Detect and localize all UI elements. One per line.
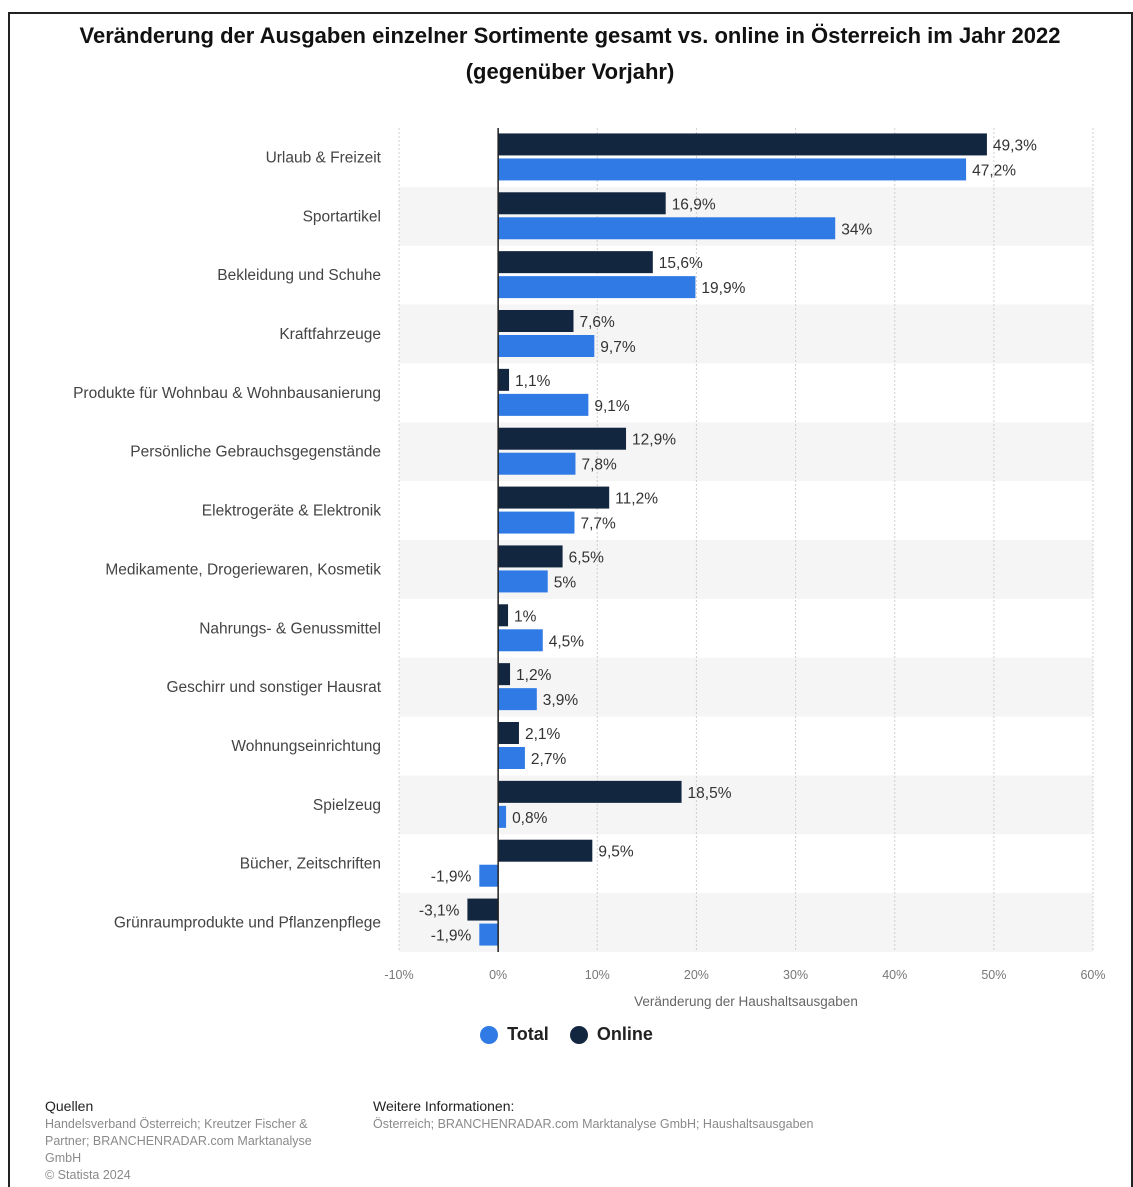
data-label-online: 12,9%: [632, 432, 676, 449]
x-tick-label: 10%: [585, 968, 610, 982]
bar-total: [498, 217, 836, 240]
bar-total: [498, 688, 537, 711]
bar-total: [479, 864, 499, 887]
copyright-line: © Statista 2024: [45, 1168, 131, 1182]
bar-online: [467, 898, 499, 921]
chart-title: Veränderung der Ausgaben einzelner Sorti…: [79, 23, 1061, 84]
data-label-total: -1,9%: [431, 928, 472, 945]
category-label: Persönliche Gebrauchsgegenstände: [130, 444, 381, 461]
legend-marker-online: [569, 1025, 588, 1044]
data-label-online: 15,6%: [659, 255, 703, 272]
bar-online: [498, 368, 510, 391]
category-label: Bücher, Zeitschriften: [240, 856, 381, 873]
data-label-total: 7,7%: [580, 516, 616, 533]
x-axis-title: Veränderung der Haushaltsausgaben: [634, 994, 858, 1009]
bar-total: [498, 276, 696, 299]
bar-total: [498, 747, 525, 769]
bar-total: [479, 923, 499, 946]
bar-online: [498, 780, 682, 803]
data-label-online: 1,2%: [516, 667, 552, 684]
data-label-total: 9,7%: [600, 339, 636, 356]
bar-online: [498, 663, 511, 686]
bar-online: [498, 251, 653, 274]
category-label: Medikamente, Drogeriewaren, Kosmetik: [105, 561, 381, 578]
row-band: [399, 893, 1093, 952]
bar-chart: -10% 0% 10% 20% 30% 40% 50% 60% Veränderung der …: [73, 128, 1106, 1009]
data-label-online: 16,9%: [672, 196, 716, 213]
bar-total: [498, 570, 548, 593]
data-label-total: 47,2%: [972, 162, 1016, 179]
data-label-total: 5%: [554, 574, 577, 591]
legend-label-total: Total: [507, 1024, 549, 1044]
sources-line: Partner; BRANCHENRADAR.com Marktanalyse: [45, 1134, 312, 1148]
data-label-online: -3,1%: [419, 903, 460, 920]
legend-label-online: Online: [596, 1024, 653, 1044]
category-label: Elektrogeräte & Elektronik: [202, 503, 381, 520]
bar-online: [498, 722, 519, 744]
category-label: Nahrungs- & Genussmittel: [199, 620, 381, 637]
info-text: Österreich; BRANCHENRADAR.com Marktanaly…: [373, 1117, 814, 1131]
data-label-total: 4,5%: [549, 633, 585, 650]
data-label-online: 2,1%: [525, 726, 561, 743]
bar-online: [498, 545, 563, 568]
legend-item-total[interactable]: Total: [480, 1024, 549, 1045]
bar-online: [498, 310, 574, 332]
data-label-total: 3,9%: [543, 692, 579, 709]
sources-line: GmbH: [45, 1151, 82, 1165]
chart-legend: Total Online: [0, 1024, 1133, 1049]
info-heading: Weitere Informationen:: [373, 1098, 515, 1114]
info-block: Weitere Informationen: Österreich; BRANC…: [373, 1098, 973, 1133]
data-label-online: 6,5%: [569, 549, 605, 566]
bar-online: [498, 427, 627, 450]
data-label-total: 34%: [841, 221, 872, 238]
x-tick-label: 40%: [882, 968, 907, 982]
bar-total: [498, 452, 576, 475]
data-label-online: 18,5%: [688, 785, 732, 802]
legend-item-online[interactable]: Online: [569, 1024, 653, 1045]
category-label: Geschirr und sonstiger Hausrat: [166, 679, 381, 696]
sources-line: Handelsverband Österreich; Kreutzer Fisc…: [45, 1117, 308, 1131]
data-label-total: 2,7%: [531, 751, 567, 768]
data-label-online: 49,3%: [993, 137, 1037, 154]
data-label-online: 7,6%: [579, 314, 615, 331]
x-tick-label: -10%: [384, 968, 413, 982]
bar-online: [498, 133, 987, 156]
data-label-online: 9,5%: [598, 844, 634, 861]
bar-online: [498, 839, 593, 862]
bar-total: [498, 335, 595, 357]
data-label-online: 1%: [514, 608, 537, 625]
bar-total: [498, 629, 543, 652]
bar-total: [498, 158, 967, 181]
x-tick-label: 50%: [981, 968, 1006, 982]
bar-online: [498, 604, 509, 627]
category-label: Produkte für Wohnbau & Wohnbausanierung: [73, 385, 381, 402]
bar-total: [498, 805, 507, 828]
data-label-total: 7,8%: [581, 457, 617, 474]
bar-total: [498, 393, 589, 416]
x-tick-label: 0%: [489, 968, 507, 982]
category-label: Grünraumprodukte und Pflanzenpflege: [114, 915, 381, 932]
category-label: Bekleidung und Schuhe: [217, 267, 381, 284]
sources-heading: Quellen: [45, 1098, 94, 1114]
data-label-total: 19,9%: [701, 280, 745, 297]
category-label: Spielzeug: [313, 797, 381, 814]
bar-online: [498, 486, 610, 509]
data-label-total: 9,1%: [594, 398, 630, 415]
data-label-online: 11,2%: [615, 491, 658, 508]
category-label: Sportartikel: [303, 208, 381, 225]
x-tick-label: 30%: [783, 968, 808, 982]
data-label-total: -1,9%: [431, 869, 472, 886]
bar-total: [498, 511, 575, 534]
data-label-online: 1,1%: [515, 373, 551, 390]
x-tick-label: 20%: [684, 968, 709, 982]
bar-online: [498, 192, 666, 215]
legend-marker-total: [480, 1025, 499, 1044]
category-label: Kraftfahrzeuge: [279, 326, 381, 343]
sources-block: Quellen Handelsverband Österreich; Kreut…: [45, 1098, 365, 1184]
category-label: Urlaub & Freizeit: [266, 149, 382, 166]
x-tick-label: 60%: [1080, 968, 1105, 982]
data-label-total: 0,8%: [512, 810, 548, 827]
category-label: Wohnungseinrichtung: [231, 738, 381, 755]
